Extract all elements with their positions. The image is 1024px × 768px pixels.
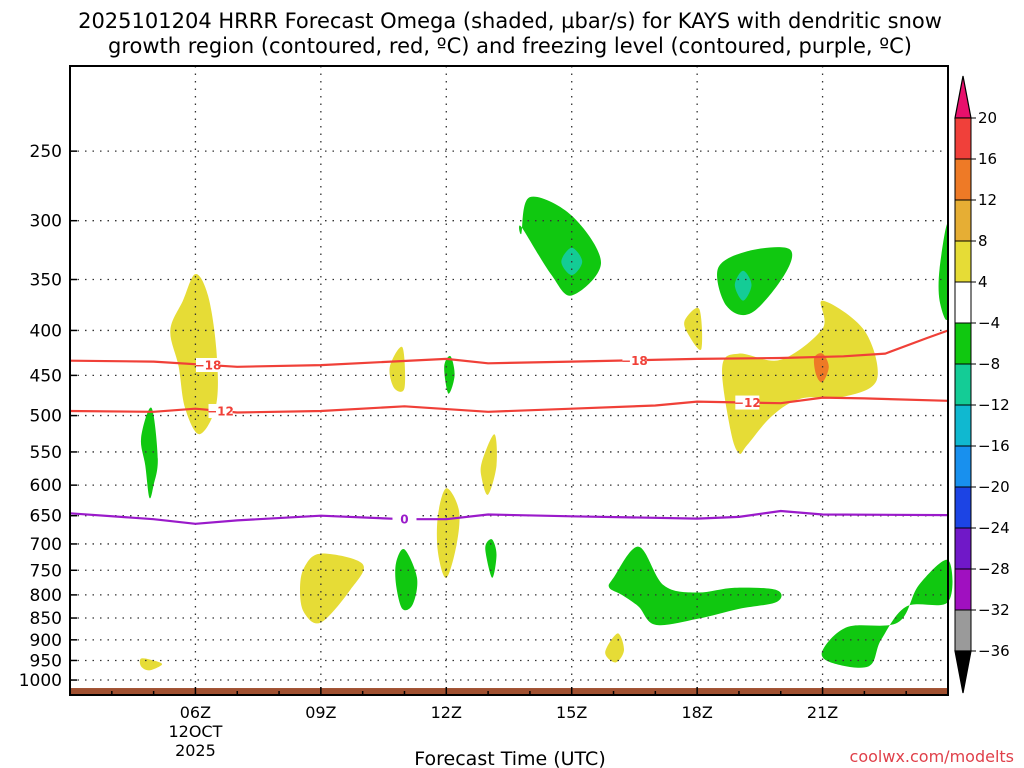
y-tick-label-500: 500 bbox=[30, 407, 62, 427]
y-tick-label-950: 950 bbox=[30, 651, 62, 671]
y-tick-label-300: 300 bbox=[30, 212, 62, 232]
y-tick-label-750: 750 bbox=[30, 561, 62, 581]
omega-region-0-8 bbox=[139, 658, 163, 671]
contour-label-1-1: −12 bbox=[734, 396, 761, 410]
contour-label-bg-0-0 bbox=[195, 357, 220, 372]
colorbar-swatch-4 bbox=[954, 240, 972, 283]
colorbar-label-9: −20 bbox=[978, 478, 1010, 496]
y-tick-label-850: 850 bbox=[30, 609, 62, 629]
contour-label-bg-0-1 bbox=[622, 353, 647, 368]
y-tick-label-350: 350 bbox=[30, 271, 62, 291]
x-date-label-0: 12OCT bbox=[168, 722, 222, 741]
colorbar-swatch-12 bbox=[954, 568, 972, 611]
omega-region-2-3 bbox=[444, 356, 455, 394]
temperature-contours: −18 −18 −12 −12 0 bbox=[69, 329, 949, 527]
y-tick-label-1000: 1000 bbox=[19, 671, 62, 691]
colorbar-label-2: 12 bbox=[978, 191, 997, 209]
omega-region-2-7 bbox=[938, 223, 950, 321]
y-tick-label-800: 800 bbox=[30, 586, 62, 606]
colorbar-swatch-7 bbox=[954, 363, 972, 406]
x-tick-label-06Z: 06Z bbox=[180, 703, 211, 722]
x-tick-label-21Z: 21Z bbox=[807, 703, 838, 722]
colorbar-top-arrow bbox=[954, 75, 972, 119]
credit-link[interactable]: coolwx.com/modelts bbox=[850, 747, 1014, 766]
colorbar-swatch-8 bbox=[954, 404, 972, 447]
chart-title-line-1: 2025101204 HRRR Forecast Omega (shaded, … bbox=[78, 9, 942, 33]
omega-shaded-regions bbox=[139, 196, 953, 671]
colorbar-swatch-9 bbox=[954, 445, 972, 488]
y-tick-label-450: 450 bbox=[30, 366, 62, 386]
colorbar-label-0: 20 bbox=[978, 109, 997, 127]
omega-region-2-0 bbox=[140, 407, 158, 499]
omega-region-0-3 bbox=[436, 488, 460, 578]
omega-region-0-4 bbox=[480, 434, 497, 495]
contour-label-bg-2-0 bbox=[392, 512, 417, 527]
colorbar-swatch-1 bbox=[954, 117, 972, 160]
x-axis-title: Forecast Time (UTC) bbox=[414, 748, 605, 768]
x-date-label-1: 2025 bbox=[175, 741, 216, 760]
colorbar-label-3: 8 bbox=[978, 232, 988, 250]
omega-region-0-1 bbox=[300, 553, 364, 624]
contour-label-1-0: −12 bbox=[207, 404, 234, 418]
x-tick-label-09Z: 09Z bbox=[305, 703, 336, 722]
y-tick-label-600: 600 bbox=[30, 476, 62, 496]
colorbar-label-11: −28 bbox=[978, 560, 1010, 578]
omega-region-3-1 bbox=[734, 270, 752, 301]
y-tick-label-250: 250 bbox=[30, 142, 62, 162]
y-tick-label-650: 650 bbox=[30, 507, 62, 527]
omega-region-2-8 bbox=[821, 559, 953, 668]
contour-label-bg-1-1 bbox=[735, 395, 760, 410]
colorbar-label-12: −32 bbox=[978, 601, 1010, 619]
colorbar-swatch-2 bbox=[954, 158, 972, 201]
omega-region-0-7 bbox=[722, 300, 878, 454]
contour-line-0 bbox=[69, 329, 949, 368]
omega-region-0-6 bbox=[684, 307, 703, 350]
colorbar-label-7: −12 bbox=[978, 396, 1010, 414]
omega-region-2-1 bbox=[519, 196, 601, 296]
contour-line-2 bbox=[69, 509, 949, 525]
omega-region-0-0 bbox=[170, 273, 218, 435]
colorbar-swatch-11 bbox=[954, 527, 972, 570]
y-tick-label-900: 900 bbox=[30, 631, 62, 651]
y-tick-label-400: 400 bbox=[30, 321, 62, 341]
plot-frame bbox=[69, 65, 949, 696]
colorbar-swatch-5 bbox=[954, 281, 972, 324]
y-tick-label-550: 550 bbox=[30, 443, 62, 463]
colorbar-bottom-arrow bbox=[954, 650, 972, 694]
omega-region-2-2 bbox=[395, 548, 418, 611]
colorbar-swatch-3 bbox=[954, 199, 972, 242]
contour-label-0-0: −18 bbox=[195, 358, 222, 372]
colorbar-swatch-6 bbox=[954, 322, 972, 365]
pressure-axis: 2503003504004505005506006507007508008509… bbox=[19, 142, 77, 691]
omega-region-2-6 bbox=[717, 247, 793, 316]
colorbar-label-4: 4 bbox=[978, 273, 988, 291]
contour-label-0-1: −18 bbox=[621, 354, 648, 368]
x-tick-label-15Z: 15Z bbox=[556, 703, 587, 722]
colorbar-label-1: 16 bbox=[978, 150, 997, 168]
colorbar-label-6: −8 bbox=[978, 355, 1000, 373]
omega-region-2-4 bbox=[485, 539, 497, 578]
omega-region-0-2 bbox=[389, 346, 406, 392]
colorbar-label-10: −24 bbox=[978, 519, 1010, 537]
x-tick-label-18Z: 18Z bbox=[681, 703, 712, 722]
y-tick-label-700: 700 bbox=[30, 535, 62, 555]
contour-label-2-0: 0 bbox=[400, 513, 408, 527]
ground-surface bbox=[70, 688, 948, 695]
omega-region-0-5 bbox=[605, 633, 625, 663]
omega-region-1-0 bbox=[813, 353, 829, 383]
contour-line-1 bbox=[69, 396, 949, 414]
colorbar-swatch-10 bbox=[954, 486, 972, 529]
colorbar-label-13: −36 bbox=[978, 642, 1010, 660]
x-tick-label-12Z: 12Z bbox=[431, 703, 462, 722]
colorbar-label-8: −16 bbox=[978, 437, 1010, 455]
omega-colorbar: 20 16 12 8 4 −4 −8 −12 −16 −20 −24 −28 −32 −36 bbox=[954, 75, 1010, 694]
colorbar-label-5: −4 bbox=[978, 314, 1000, 332]
contour-label-bg-1-0 bbox=[208, 403, 233, 418]
chart-title-line-2: growth region (contoured, red, ºC) and f… bbox=[108, 34, 912, 58]
omega-region-2-5 bbox=[608, 546, 782, 626]
colorbar-swatch-13 bbox=[954, 609, 972, 652]
